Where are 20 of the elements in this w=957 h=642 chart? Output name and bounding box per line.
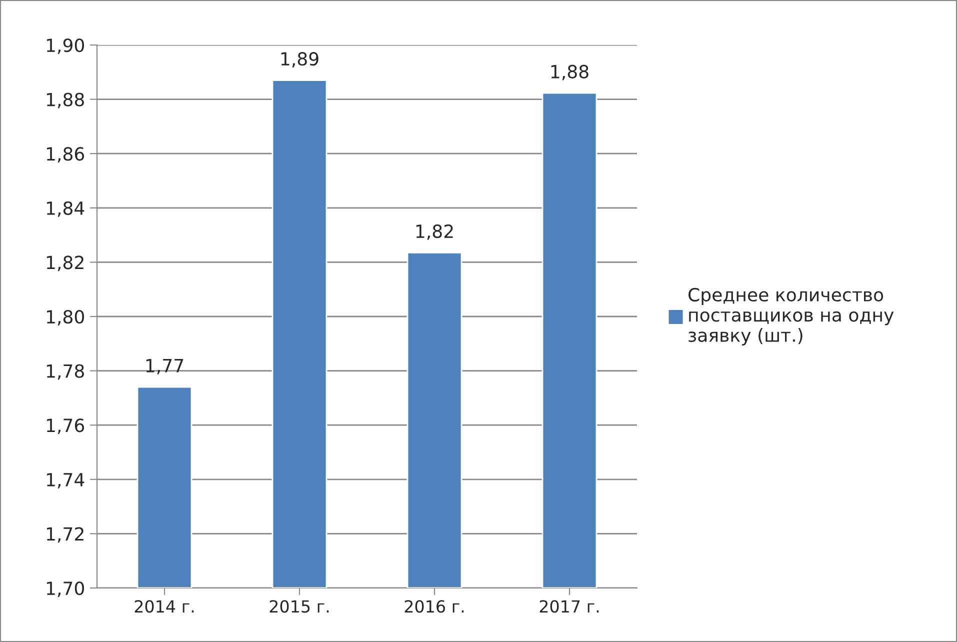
data-label: 1,77: [146, 359, 184, 374]
y-tick-label: 1,88: [46, 92, 84, 108]
data-label: 1,89: [281, 52, 318, 68]
x-tick-label: 2016 г.: [404, 600, 464, 613]
x-tick-label: 2017 г.: [540, 600, 599, 613]
y-tick-label: 1,70: [46, 581, 84, 597]
y-tick-label: 1,78: [46, 364, 84, 380]
data-label: 1,88: [551, 64, 588, 80]
y-tick-label: 1,80: [46, 310, 84, 326]
data-label: 1,82: [416, 224, 453, 240]
x-tick-label: 2015 г.: [270, 600, 329, 613]
y-tick-label: 1,86: [46, 147, 84, 163]
y-tick-label: 1,74: [46, 473, 84, 488]
y-tick-label: 1,72: [46, 527, 84, 543]
y-tick-label: 1,76: [46, 418, 84, 434]
x-tick-label: 2014 г.: [134, 600, 194, 613]
y-tick-label: 1,84: [46, 201, 84, 217]
y-tick-label: 1,90: [46, 38, 84, 54]
legend-label: Среднее количество поставщиков на одну заявку (шт.): [688, 288, 894, 346]
y-tick-label: 1,82: [46, 256, 84, 272]
